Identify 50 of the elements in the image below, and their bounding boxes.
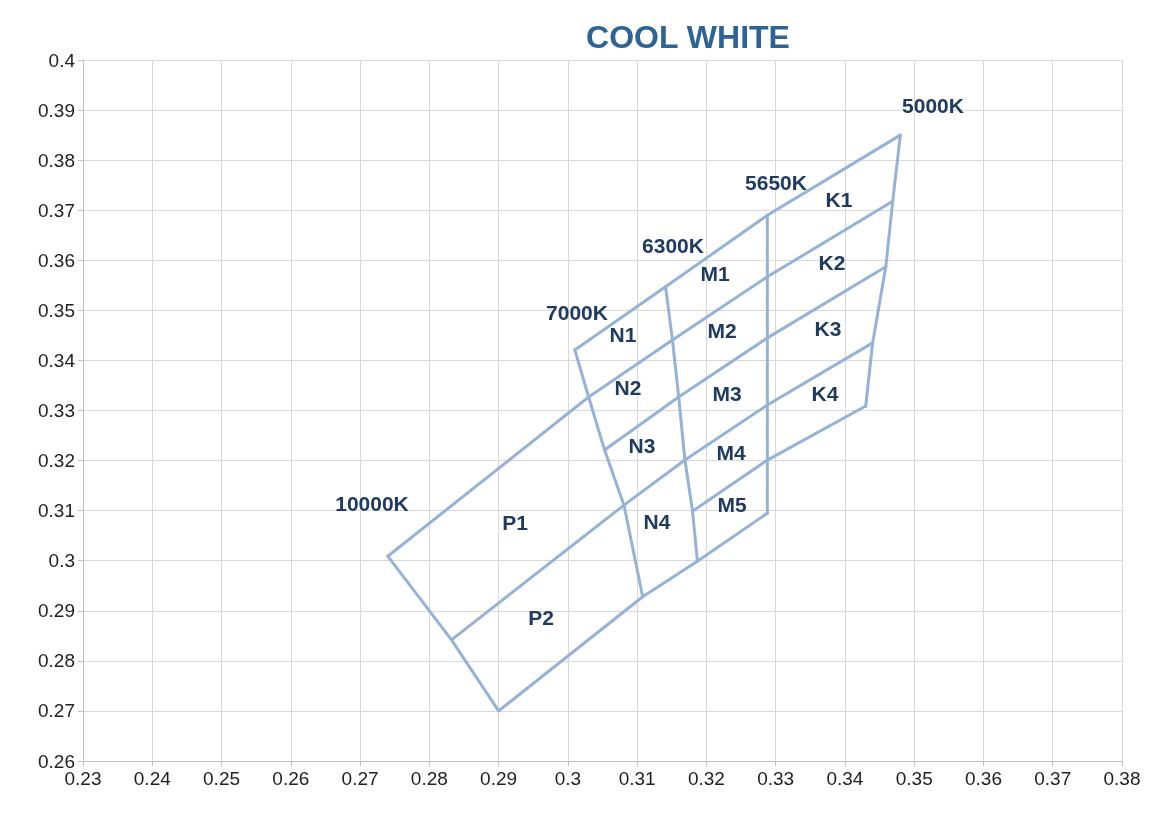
chart-title: COOL WHITE	[586, 19, 790, 55]
x-tick-label: 0.33	[757, 768, 795, 789]
annotation: N2	[614, 375, 642, 399]
y-tick-label: 0.4	[48, 49, 76, 71]
x-tick-label: 0.26	[272, 768, 310, 789]
annotation: M4	[716, 440, 746, 464]
x-tick-label: 0.34	[826, 768, 864, 789]
x-tick-label: 0.29	[480, 768, 518, 789]
annotation: K3	[814, 316, 842, 340]
annotation: 7000K	[546, 300, 608, 324]
x-tick-label: 0.28	[410, 768, 448, 789]
y-tick-label: 0.3	[48, 550, 75, 572]
x-tick-label: 0.25	[203, 768, 241, 789]
y-tick-label: 0.38	[38, 149, 75, 171]
y-tick-label: 0.28	[38, 650, 75, 672]
y-tick-label: 0.27	[38, 700, 75, 722]
y-tick-label: 0.31	[38, 500, 75, 522]
x-tick-label: 0.37	[1034, 768, 1072, 789]
x-tick-label: 0.31	[618, 768, 656, 789]
x-tick-label: 0.35	[895, 768, 933, 789]
x-tick-label: 0.36	[964, 768, 1002, 789]
annotation: 5000K	[902, 93, 964, 117]
x-tick-label: 0.38	[1103, 768, 1141, 789]
annotation: M1	[700, 261, 730, 285]
annotation: K2	[818, 250, 846, 274]
annotation: N1	[609, 322, 637, 346]
annotation: P1	[502, 510, 529, 534]
y-tick-label: 0.33	[38, 400, 75, 421]
x-tick-label: 0.27	[341, 768, 379, 789]
annotation: 10000K	[335, 491, 409, 515]
y-tick-label: 0.35	[38, 299, 75, 321]
annotation: 5650K	[745, 170, 807, 194]
y-tick-label: 0.39	[38, 99, 75, 121]
x-tick-label: 0.32	[687, 768, 725, 789]
y-tick-label: 0.29	[38, 600, 75, 622]
annotation: M3	[712, 381, 742, 405]
annotation: M2	[707, 318, 737, 342]
y-tick-label: 0.32	[38, 450, 75, 472]
annotation: N3	[628, 433, 656, 457]
y-tick-label: 0.34	[38, 349, 76, 371]
y-tick-label: 0.36	[38, 249, 75, 271]
annotation: K4	[811, 381, 839, 405]
annotation: N4	[643, 509, 671, 533]
annotation: K1	[825, 187, 853, 211]
annotation: P2	[528, 605, 554, 629]
x-tick-label: 0.3	[554, 768, 582, 789]
annotation: M5	[717, 492, 747, 516]
y-tick-label: 0.37	[38, 199, 75, 221]
annotation: 6300K	[642, 233, 704, 257]
x-tick-label: 0.24	[133, 768, 172, 789]
